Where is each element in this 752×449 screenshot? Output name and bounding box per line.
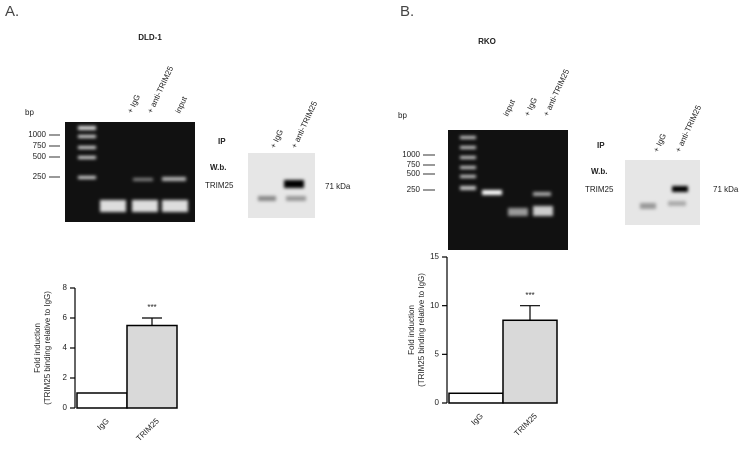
- y-tick-label: 0: [63, 403, 68, 412]
- x-tick-label: IgG: [95, 417, 110, 432]
- y-axis-label: Fold induction: [407, 305, 416, 355]
- wb-label: W.b.: [591, 167, 607, 176]
- x-tick-label: TRIM25: [134, 416, 161, 443]
- lane-label: + anti-TRIM25: [146, 64, 176, 114]
- marker-ticks: [49, 134, 60, 178]
- lane-label: input: [502, 98, 518, 118]
- y-axis-label: (TRIM25 binding relative to IgG): [43, 291, 52, 405]
- x-tick-label: IgG: [469, 412, 484, 427]
- lane-label: + IgG: [652, 132, 669, 154]
- wb-label: W.b.: [210, 163, 226, 172]
- lane-label: + IgG: [126, 93, 143, 115]
- y-tick-label: 10: [430, 301, 439, 310]
- x-tick-label: TRIM25: [512, 411, 539, 438]
- marker: 250: [407, 185, 421, 194]
- y-tick-label: 8: [63, 283, 68, 292]
- gel-image: [448, 130, 568, 250]
- y-tick-label: 4: [63, 343, 68, 352]
- size-label: 71 kDa: [325, 182, 351, 191]
- bar: [126, 324, 178, 409]
- marker: 250: [33, 172, 47, 181]
- significance-label: ***: [525, 291, 534, 300]
- y-tick-label: 15: [430, 252, 439, 261]
- protein-label: TRIM25: [205, 181, 234, 190]
- marker: 1000: [402, 150, 420, 159]
- y-axis-label: (TRIM25 binding relative to IgG): [417, 273, 426, 387]
- y-tick-label: 2: [63, 373, 68, 382]
- western-blot: [248, 153, 315, 218]
- lane-label: + anti-TRIM25: [290, 99, 320, 149]
- marker: 500: [33, 152, 47, 161]
- lane-label: + IgG: [269, 128, 286, 150]
- panel-label: A.: [5, 3, 19, 20]
- y-tick-label: 6: [63, 313, 68, 322]
- lane-label: + IgG: [523, 96, 540, 118]
- lane-label: + anti-TRIM25: [542, 67, 572, 117]
- bp-label: bp: [398, 111, 407, 120]
- ip-label: IP: [218, 137, 226, 146]
- y-axis-label: Fold induction: [33, 323, 42, 373]
- marker: 1000: [28, 130, 46, 139]
- marker-ticks: [423, 154, 435, 191]
- ip-label: IP: [597, 141, 605, 150]
- y-tick-label: 5: [435, 349, 440, 358]
- lane-label: input: [174, 95, 190, 115]
- bar: [76, 392, 128, 409]
- bp-label: bp: [25, 108, 34, 117]
- cell-line: RKO: [478, 37, 496, 46]
- y-tick-label: 0: [435, 398, 440, 407]
- marker: 500: [407, 169, 421, 178]
- significance-label: ***: [147, 303, 156, 312]
- panel-label: B.: [400, 3, 414, 20]
- bar: [502, 319, 558, 404]
- bar: [448, 392, 504, 404]
- protein-label: TRIM25: [585, 185, 614, 194]
- cell-line: DLD-1: [138, 33, 162, 42]
- western-blot: [625, 160, 700, 225]
- size-label: 71 kDa: [713, 185, 739, 194]
- marker: 750: [407, 160, 421, 169]
- gel-image: [65, 122, 195, 222]
- lane-label: + anti-TRIM25: [674, 103, 704, 153]
- marker: 750: [33, 141, 47, 150]
